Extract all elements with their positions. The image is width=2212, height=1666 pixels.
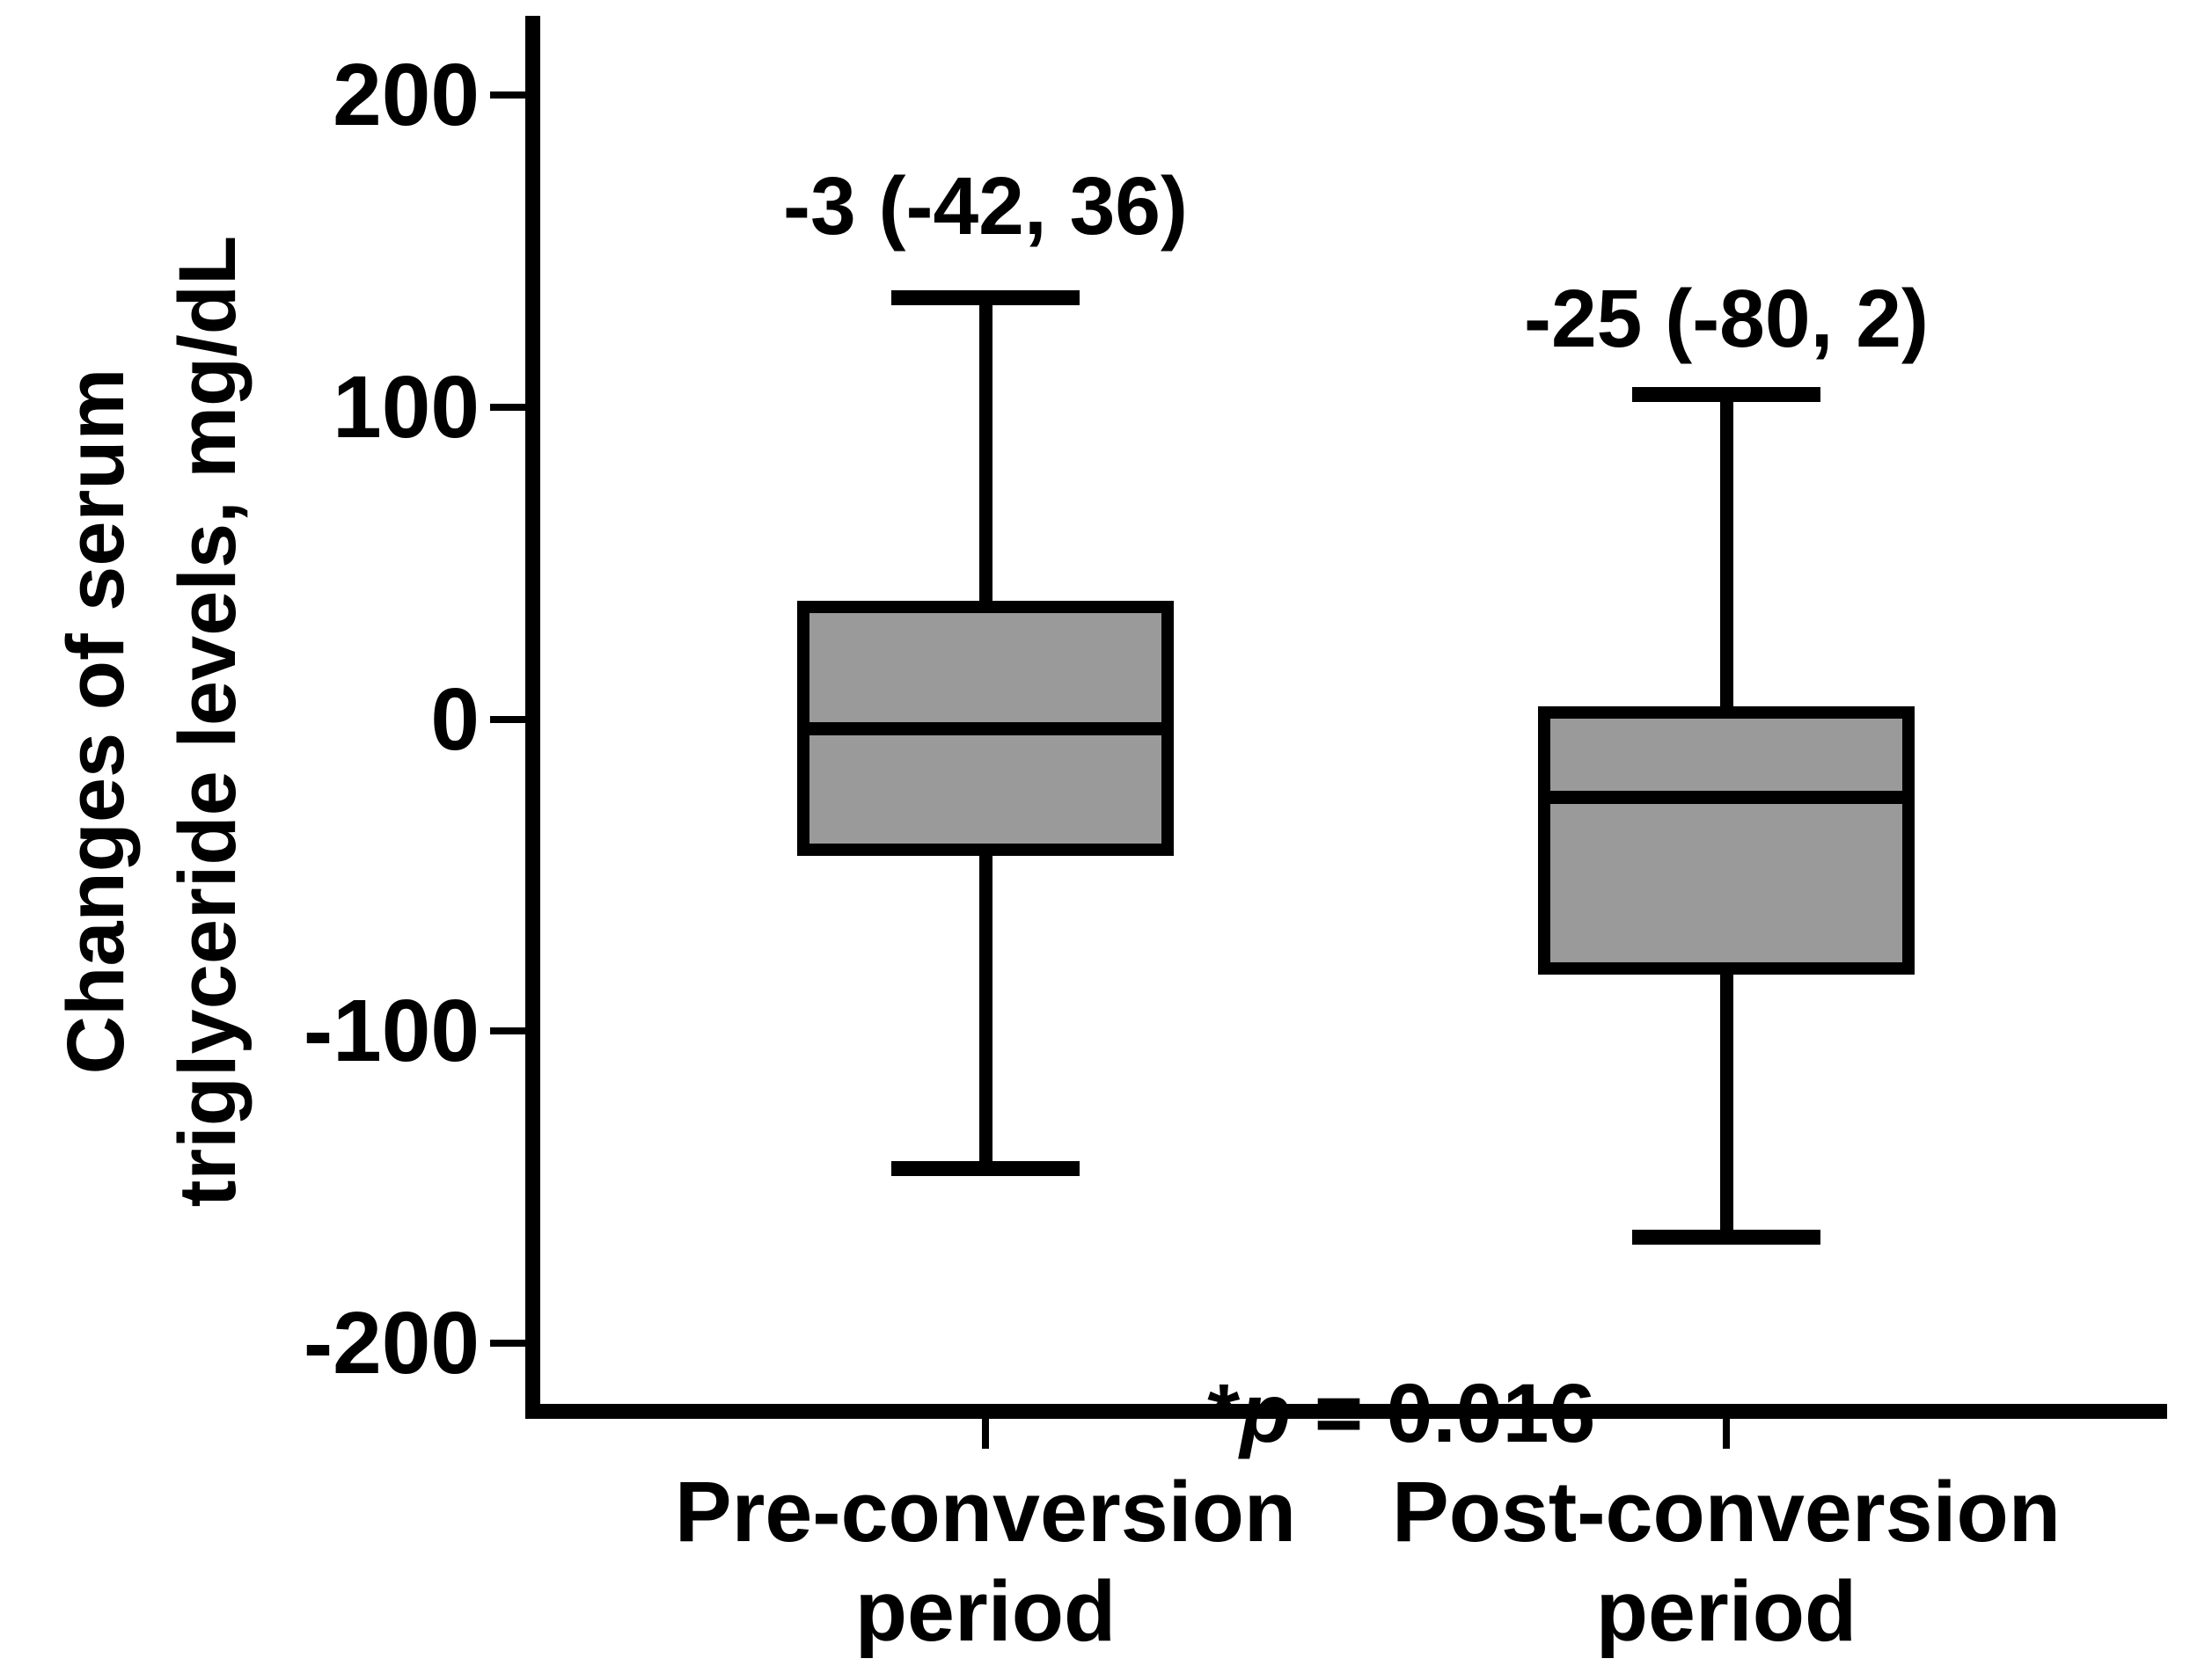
y-tick-label: -100 bbox=[303, 982, 480, 1081]
box-stats-annotation: -25 (-80, 2) bbox=[1523, 273, 1929, 364]
x-axis-line bbox=[525, 1404, 2167, 1419]
y-tick bbox=[490, 91, 525, 99]
p-value-annotation: *p = 0.016 bbox=[1038, 1239, 1672, 1460]
y-tick bbox=[490, 1340, 525, 1347]
y-tick bbox=[490, 403, 525, 411]
p-value-symbol: p bbox=[1240, 1367, 1292, 1460]
box-whisker-lower bbox=[978, 850, 992, 1169]
median-line bbox=[1538, 790, 1915, 804]
y-tick bbox=[490, 1027, 525, 1035]
median-line bbox=[797, 721, 1174, 735]
p-value-star: * bbox=[1207, 1367, 1241, 1460]
y-tick-label: -200 bbox=[303, 1294, 480, 1392]
p-value-text: = 0.016 bbox=[1291, 1367, 1596, 1460]
y-tick-label: 0 bbox=[430, 669, 480, 769]
y-axis-line bbox=[525, 16, 540, 1419]
box-whisker-upper bbox=[1719, 394, 1733, 713]
y-tick-label: 100 bbox=[333, 357, 480, 457]
box-whisker-lower bbox=[1719, 968, 1733, 1238]
whisker-cap-bottom bbox=[1632, 1229, 1820, 1245]
box-whisker-upper bbox=[978, 297, 992, 607]
whisker-cap-top bbox=[891, 290, 1080, 306]
y-tick bbox=[490, 715, 525, 723]
whisker-cap-top bbox=[1632, 387, 1820, 403]
category-label: Post-conversion period bbox=[1392, 1464, 2061, 1660]
y-tick-label: 200 bbox=[333, 46, 480, 144]
box-rect bbox=[1538, 706, 1915, 975]
x-tick bbox=[982, 1419, 989, 1449]
box-stats-annotation: -3 (-42, 36) bbox=[782, 160, 1188, 252]
whisker-cap-bottom bbox=[891, 1160, 1080, 1176]
x-tick bbox=[1723, 1419, 1730, 1449]
category-label: Pre-conversion period bbox=[674, 1464, 1297, 1660]
